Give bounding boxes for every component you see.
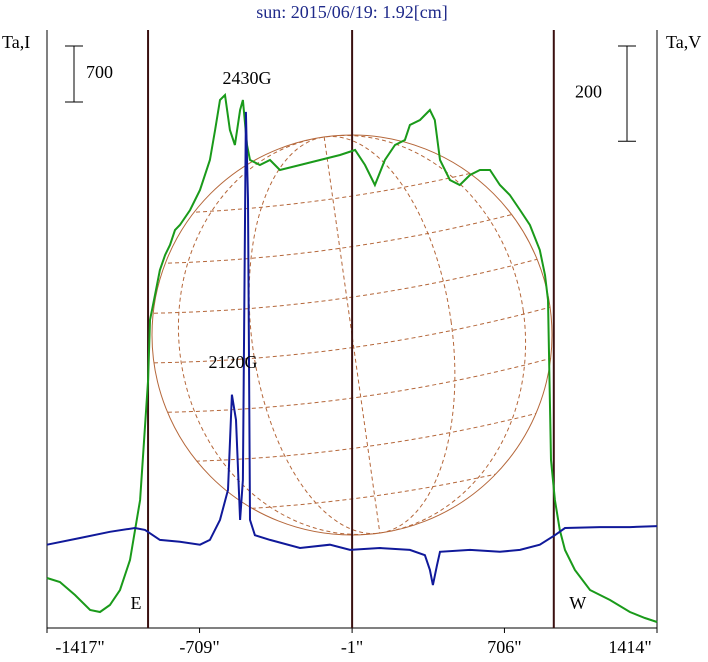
scale-label: 200 bbox=[575, 82, 602, 102]
line-1 bbox=[46, 111, 658, 586]
x-tick-label: -1" bbox=[341, 637, 363, 657]
scale-label: 700 bbox=[86, 62, 113, 82]
line-0 bbox=[46, 92, 658, 623]
annotation: 2430G bbox=[223, 68, 272, 88]
limb-label: W bbox=[569, 593, 586, 613]
x-tick-label: -1417" bbox=[55, 637, 104, 657]
x-tick-label: -709" bbox=[179, 637, 219, 657]
annotation: 2120G bbox=[209, 352, 258, 372]
y2-axis-label: Ta,V bbox=[666, 32, 701, 52]
y-axis-label: Ta,I bbox=[2, 32, 30, 52]
chart-title: sun: 2015/06/19: 1.92[cm] bbox=[256, 2, 448, 22]
x-tick-label: 706" bbox=[487, 637, 521, 657]
x-tick-label: 1414" bbox=[608, 637, 651, 657]
limb-label: E bbox=[131, 593, 142, 613]
